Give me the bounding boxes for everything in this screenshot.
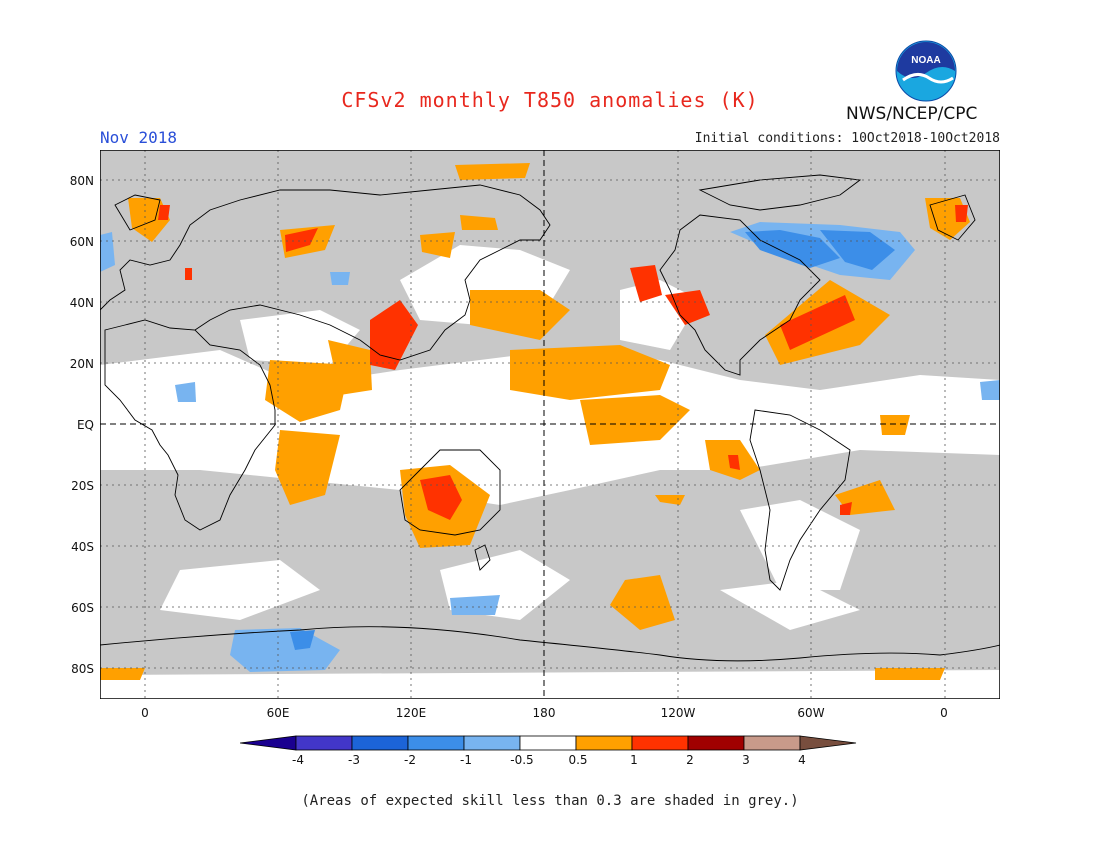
lat-label: 40N (69, 296, 94, 310)
colorbar-swatch (799, 735, 857, 751)
colorbar-swatch (240, 735, 297, 751)
lat-label: 60N (69, 235, 94, 249)
colorbar-label: 2 (686, 753, 694, 767)
lon-label: 120W (660, 706, 696, 720)
colorbar-label: 0.5 (568, 753, 588, 767)
colorbar-label: 4 (798, 753, 806, 767)
colorbar-swatch (687, 735, 745, 751)
colorbar-label: -3 (348, 753, 360, 767)
skill-footnote: (Areas of expected skill less than 0.3 a… (301, 793, 799, 809)
lon-label: 120E (395, 706, 427, 720)
colorbar-label: -0.5 (510, 753, 534, 767)
noaa-logo-icon: NOAA (895, 40, 957, 102)
lon-label: 0 (940, 706, 948, 720)
colorbar-label: 1 (630, 753, 638, 767)
lon-label: 180 (532, 706, 556, 720)
lat-label: 40S (71, 540, 94, 554)
colorbar-swatch (407, 735, 465, 751)
lat-label: 20S (71, 479, 94, 493)
colorbar-swatch (575, 735, 633, 751)
colorbar-label: -1 (460, 753, 472, 767)
colorbar-label: -4 (292, 753, 304, 767)
forecast-month: Nov 2018 (100, 128, 178, 147)
colorbar-swatch (519, 735, 577, 751)
colorbar-swatch (295, 735, 353, 751)
colorbar (240, 735, 857, 751)
lat-label: EQ (76, 418, 94, 432)
lat-label: 80N (69, 174, 94, 188)
noaa-logo-text: NOAA (911, 55, 940, 66)
lat-label: 80S (71, 662, 94, 676)
anomaly-map (100, 150, 1000, 699)
lat-label: 60S (71, 601, 94, 615)
lat-label: 20N (69, 357, 94, 371)
graticule (100, 150, 1000, 699)
colorbar-swatch (351, 735, 409, 751)
lon-label: 60W (797, 706, 825, 720)
strong-warm-regions (158, 205, 968, 520)
equator-dateline (100, 150, 1000, 699)
colorbar-swatch (743, 735, 801, 751)
cool-anomaly-regions (100, 222, 1000, 672)
colorbar-swatch (463, 735, 521, 751)
lon-label: 60E (266, 706, 290, 720)
colorbar-label: 3 (742, 753, 750, 767)
lon-label: 0 (141, 706, 149, 720)
colorbar-swatch (631, 735, 689, 751)
colorbar-label: -2 (404, 753, 416, 767)
chart-title: CFSv2 monthly T850 anomalies (K) (341, 88, 759, 112)
agency-label: NWS/NCEP/CPC (846, 104, 978, 124)
initial-conditions: Initial conditions: 10Oct2018-10Oct2018 (694, 131, 1000, 146)
